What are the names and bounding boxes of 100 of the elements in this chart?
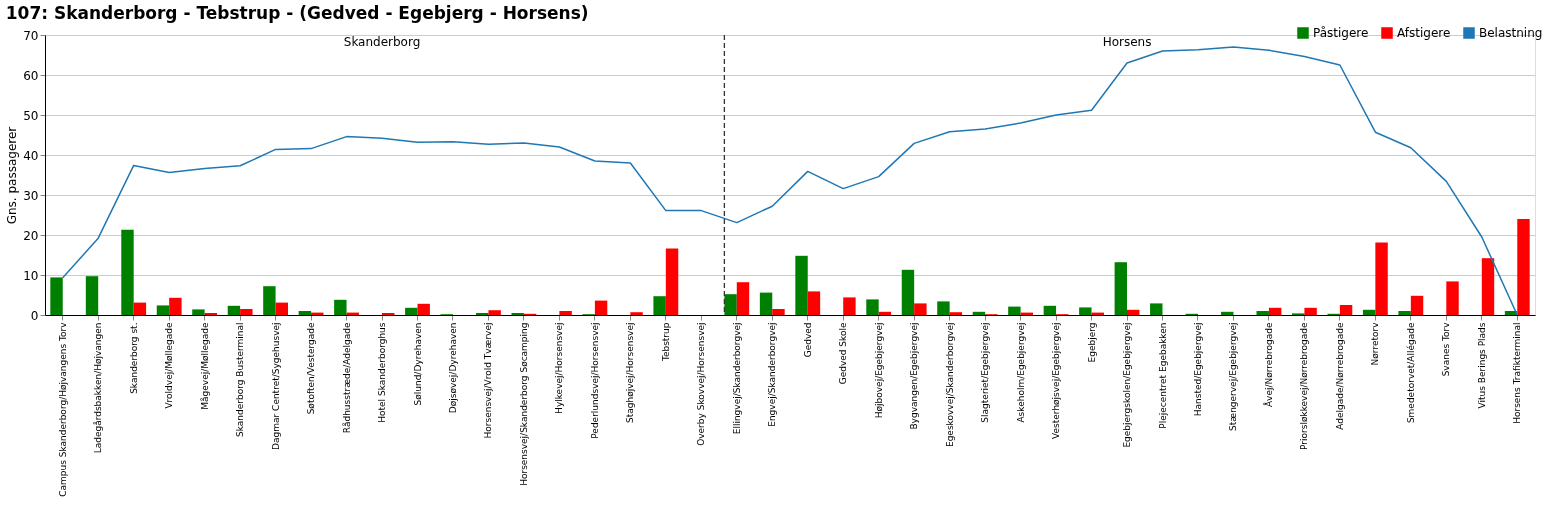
bar [1127,309,1140,315]
x-tick-label: Plejecentret Egebakken [1157,322,1168,429]
bar [807,291,821,315]
x-tick-label: Horsensvej/Vrold Tværvej [483,322,494,439]
x-tick-label: Vroldvej/Møllegade [164,322,175,409]
y-tick-label: 60 [23,68,39,83]
bar [559,311,572,315]
bar [192,309,205,315]
x-tick-label: Overby Skovvej/Horsensvej [696,322,707,446]
x-tick-label: Horsensvej/Skanderborg Søcamping [518,322,529,486]
legend-label: Belastning [1479,26,1543,40]
x-tick-label: Tebstrup [660,322,671,363]
x-tick-label: Søtoften/Vestergade [306,322,317,415]
x-tick-label: Mågevej/Møllegade [199,322,210,410]
bar [1008,306,1021,315]
x-tick-label: Slagteriet/Egebjergvej [980,322,991,423]
x-tick-label: Pederlundsvej/Horsensvej [589,322,600,439]
x-tick-label: Smedetorvet/Allégade [1405,322,1416,424]
bar [417,303,430,315]
bar [653,296,666,315]
bar [1043,305,1057,315]
y-tick-label: 40 [23,148,39,163]
bar [1114,262,1128,315]
x-tick-label: Døjsøvej/Dyrehaven [447,322,458,414]
bar [937,301,950,315]
bar [1221,311,1234,315]
x-tick-label: Ellingvej/Skanderborgvej [731,322,742,435]
bar [901,269,915,315]
bar [665,248,679,315]
chart-title: 107: Skanderborg - Tebstrup - (Gedved - Egebjerg - Horsens) [5,3,589,23]
bar [1446,281,1459,315]
x-tick-label: Ladegårdsbakken/Højvangen [93,322,104,454]
x-tick-label: Bygvangen/Egebjergvej [909,322,920,430]
bar [1517,219,1530,315]
y-axis-title: Gns. passagerer [5,126,20,225]
bar [724,294,737,315]
bar [795,255,808,315]
bar [156,305,170,315]
bar [866,299,879,315]
bar [736,282,750,315]
bar [594,300,608,315]
x-tick-label: Gedved [802,322,813,358]
bar [1362,309,1376,315]
y-tick-label: 70 [23,28,39,43]
legend-label: Påstigere [1313,26,1369,40]
bar [275,302,289,315]
x-tick-label: Egeskovvej/Skanderborgvej [944,322,955,448]
bar [759,292,773,315]
bar [1304,307,1317,315]
bar [914,303,927,315]
bar [227,305,241,315]
bar [1481,258,1495,315]
bar [298,311,312,315]
x-tick-label: Højbovej/Egebjergvej [873,322,884,419]
x-tick-label: Sølund/Dyrehaven [412,322,423,406]
bar [405,307,418,315]
bar [1410,295,1424,315]
y-tick-label: 10 [23,268,39,283]
annotation: Skanderborg [343,35,421,49]
bar [772,309,785,315]
bar [50,277,63,315]
x-tick-label: Hansted/Egebjergvej [1192,322,1203,417]
bar [949,312,963,315]
bar [240,309,253,315]
bar [1150,303,1163,315]
x-tick-label: Dagmar Centret/Sygehusvej [270,322,281,450]
bar [334,299,347,315]
x-tick-label: Campus Skanderborg/Højvangens Torv [57,321,68,497]
x-tick-label: Vesterhøjsvej/Egebjergvej [1051,322,1062,439]
x-tick-label: Åvej/Nørrebrogade [1262,322,1274,408]
bar [972,311,986,315]
bar [1398,311,1411,315]
x-tick-label: Horsens Trafikterminal [1512,322,1523,424]
bar [878,311,892,315]
y-tick-label: 30 [23,188,39,203]
bar [1268,307,1282,315]
x-tick-label: Nørretorv [1370,321,1381,366]
x-tick-label: Adelgade/Nørrebrogade [1334,322,1345,430]
bar [1339,305,1353,315]
x-tick-label: Skanderborg Busterminal [235,322,246,437]
bar [133,302,147,315]
y-tick-label: 20 [23,228,39,243]
x-tick-label: Rådhusstræde/Adelgade [341,322,352,434]
bar [630,312,643,315]
x-tick-label: Hotel Skanderborghus [377,322,388,423]
bar [169,297,182,315]
bar [85,276,99,315]
x-tick-label: Egebjerg [1086,322,1097,363]
bar [843,297,856,315]
bar [1079,307,1092,315]
legend-label: Afstigere [1397,26,1451,40]
bar [1256,311,1269,315]
x-tick-label: Vitus Berings Plads [1476,322,1487,409]
x-tick-label: Askeholm/Egebjergvej [1015,322,1026,423]
annotation: Horsens [1102,35,1152,49]
x-tick-label: Svanes Torv [1441,321,1452,377]
bar [488,310,501,315]
x-tick-label: Staghøjvej/Horsensvej [625,322,636,424]
x-tick-label: Engvej/Skanderborgvej [767,322,778,427]
x-tick-label: Gedved Skole [838,322,849,385]
